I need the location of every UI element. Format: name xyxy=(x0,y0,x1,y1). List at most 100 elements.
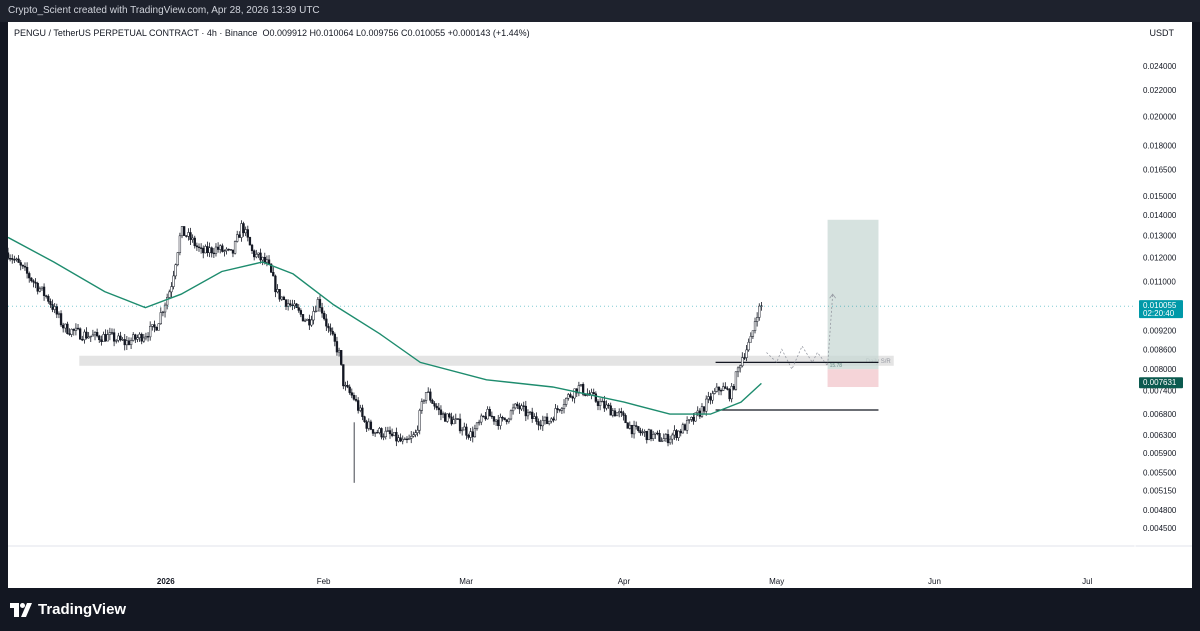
x-tick-label: Feb xyxy=(317,577,331,586)
candle-up xyxy=(219,245,222,250)
candle-down xyxy=(327,325,330,329)
candle-up xyxy=(758,305,761,318)
candle-up xyxy=(543,416,547,421)
candle-up xyxy=(337,350,341,353)
candle-down xyxy=(732,386,735,390)
candle-up xyxy=(694,412,697,422)
candle-up xyxy=(427,391,430,393)
candle-down xyxy=(299,310,303,315)
candle-down xyxy=(182,226,186,236)
last-price-badge xyxy=(1139,300,1183,319)
candle-down xyxy=(405,438,409,441)
candle-up xyxy=(214,246,218,254)
candle-up xyxy=(157,323,160,331)
candle-down xyxy=(620,411,623,414)
y-tick-label: 0.006800 xyxy=(1143,410,1177,419)
candle-down xyxy=(23,265,27,268)
candle-up xyxy=(562,404,566,409)
candle-down xyxy=(72,328,75,331)
candle-up xyxy=(108,332,112,335)
candle-down xyxy=(683,424,687,431)
axis-unit: USDT xyxy=(1149,28,1175,38)
candle-down xyxy=(622,412,625,416)
stop-zone xyxy=(827,369,879,388)
candle-up xyxy=(688,419,691,421)
candle-down xyxy=(323,312,326,320)
candle-up xyxy=(647,429,651,441)
candle-down xyxy=(537,421,540,426)
candle-down xyxy=(613,410,617,417)
candle-down xyxy=(346,384,349,388)
candle-down xyxy=(25,267,29,274)
candle-up xyxy=(452,419,455,425)
candle-down xyxy=(81,339,84,341)
candle-up xyxy=(548,420,551,424)
candle-down xyxy=(104,334,107,342)
candle-down xyxy=(32,280,35,283)
candle-up xyxy=(303,320,307,322)
candle-up xyxy=(700,406,704,417)
candle-up xyxy=(367,421,370,429)
y-tick-label: 0.022000 xyxy=(1143,86,1177,95)
candle-down xyxy=(55,306,58,315)
candle-down xyxy=(596,401,600,406)
candle-down xyxy=(448,413,451,418)
candle-down xyxy=(728,389,731,400)
candle-up xyxy=(632,425,636,435)
candle-down xyxy=(497,419,500,426)
candle-up xyxy=(509,410,513,420)
candle-up xyxy=(554,408,557,421)
support-zone xyxy=(79,355,894,366)
candle-up xyxy=(499,417,502,426)
candle-up xyxy=(605,404,608,409)
candle-up xyxy=(736,367,740,373)
candle-up xyxy=(668,438,672,444)
candle-down xyxy=(361,407,364,417)
candle-up xyxy=(314,310,317,313)
candle-down xyxy=(185,235,188,237)
candle-down xyxy=(342,364,345,387)
candle-down xyxy=(395,432,398,442)
candle-down xyxy=(624,415,627,424)
chart-svg[interactable]: 0.024000 0.022000 0.020000 0.018000 0.016500… xyxy=(8,22,1192,588)
tradingview-logo-icon xyxy=(10,602,32,617)
y-tick-label: 0.008600 xyxy=(1143,345,1177,354)
symbol-label[interactable]: PENGU / TetherUS PERPETUAL CONTRACT · 4h… xyxy=(14,28,258,38)
candle-up xyxy=(40,286,44,290)
candle-down xyxy=(433,403,436,407)
candle-up xyxy=(611,410,614,416)
candle-up xyxy=(715,386,718,392)
candle-down xyxy=(505,419,508,422)
candle-up xyxy=(739,365,742,369)
y-tick-label: 0.006300 xyxy=(1143,431,1177,440)
candle-down xyxy=(531,411,534,419)
x-tick-label: Jun xyxy=(928,577,941,586)
candle-down xyxy=(278,289,281,300)
projection-arrow-head xyxy=(829,293,836,299)
candle-up xyxy=(144,336,148,339)
candle-up xyxy=(117,335,120,341)
candle-up xyxy=(384,430,387,437)
candle-down xyxy=(609,405,612,416)
candle-up xyxy=(660,440,663,443)
candle-down xyxy=(270,263,273,273)
candles-group xyxy=(8,220,763,447)
candle-up xyxy=(751,330,755,337)
candle-down xyxy=(518,405,521,410)
brand-name: TradingView xyxy=(38,601,127,618)
tradingview-logo[interactable]: TradingView xyxy=(10,601,126,618)
candle-up xyxy=(628,424,631,429)
candle-up xyxy=(261,256,264,261)
candle-up xyxy=(121,339,124,341)
candle-up xyxy=(280,296,283,300)
candle-up xyxy=(454,418,457,420)
candle-up xyxy=(477,421,481,424)
candle-down xyxy=(59,313,63,326)
candle-down xyxy=(450,416,453,425)
candle-up xyxy=(755,317,759,322)
candle-up xyxy=(677,430,680,439)
candle-down xyxy=(726,388,729,390)
candle-down xyxy=(202,247,205,254)
candle-down xyxy=(66,323,69,334)
candle-down xyxy=(484,416,487,420)
